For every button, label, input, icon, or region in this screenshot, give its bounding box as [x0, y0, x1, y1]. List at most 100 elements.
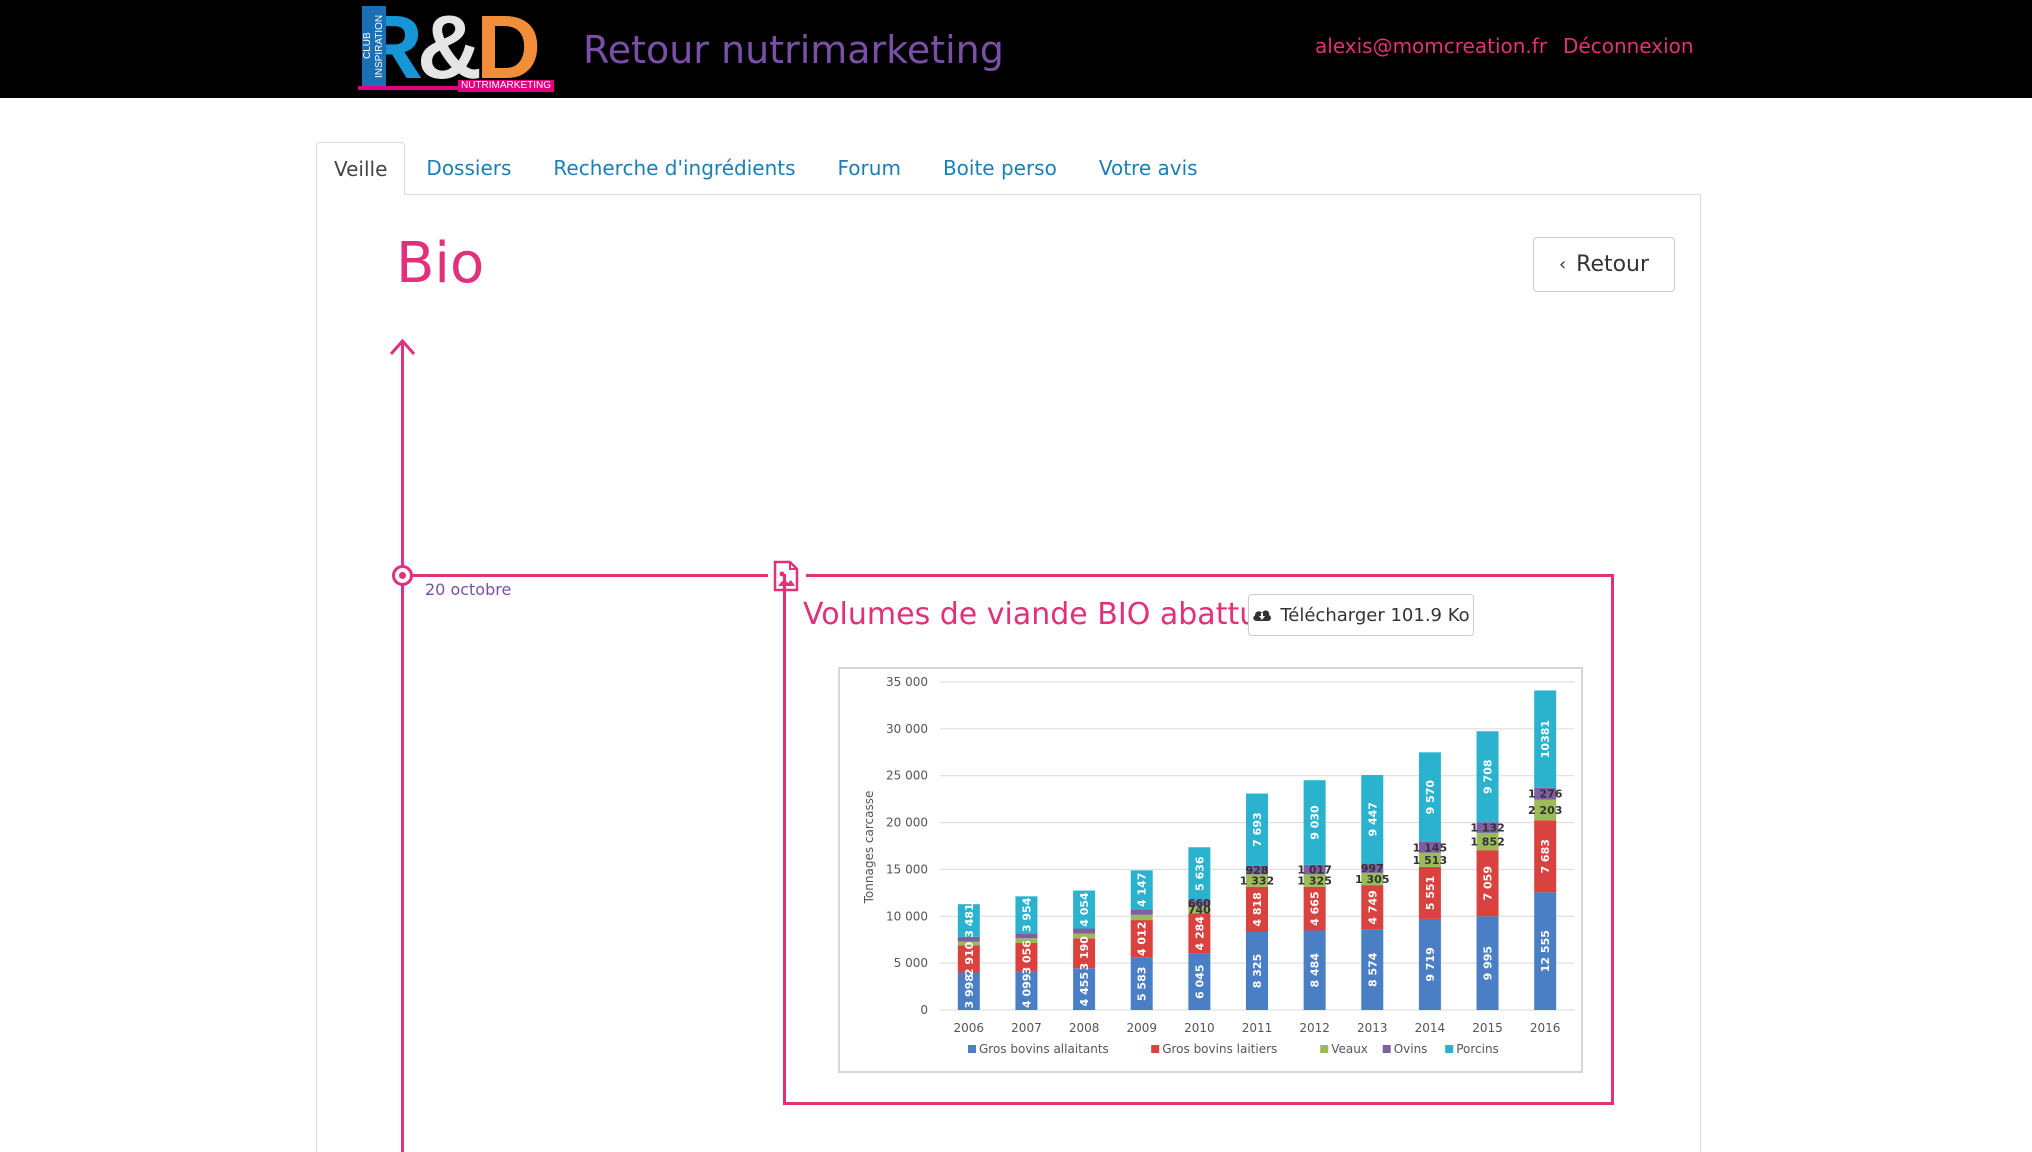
page-title: Bio — [396, 231, 485, 296]
bar-segment — [1188, 900, 1211, 907]
logo-mark: R&D — [358, 0, 541, 98]
tab-dossiers[interactable]: Dossiers — [426, 156, 512, 180]
y-tick-label: 5 000 — [894, 956, 928, 970]
data-label: 1 325 — [1297, 875, 1331, 888]
bar-segment — [1418, 752, 1441, 842]
main-tabs: Veille Dossiers Recherche d'ingrédients … — [316, 142, 1219, 195]
x-tick-label: 2014 — [1415, 1021, 1446, 1035]
bar-segment — [1418, 852, 1441, 867]
bar-segment — [1188, 847, 1211, 901]
tab-forum[interactable]: Forum — [837, 156, 901, 180]
y-tick-label: 10 000 — [886, 909, 928, 923]
tab-recherche-ingredients[interactable]: Recherche d'ingrédients — [553, 156, 796, 180]
data-label: 2 910 — [963, 941, 976, 976]
back-button[interactable]: ‹ Retour — [1533, 237, 1675, 292]
data-label: 1 513 — [1413, 854, 1447, 867]
data-label: 4 455 — [1078, 972, 1091, 1006]
bar-segment — [1534, 787, 1557, 800]
bar-segment — [1303, 930, 1326, 1010]
data-label: 4 147 — [1136, 873, 1149, 907]
tab-boite-perso[interactable]: Boite perso — [942, 156, 1057, 180]
card-title: Volumes de viande BIO abattue — [803, 597, 1277, 632]
y-tick-label: 0 — [920, 1003, 928, 1017]
bar-segment — [1246, 874, 1268, 887]
bar-segment — [1015, 942, 1038, 972]
data-label: 4 054 — [1078, 892, 1091, 927]
top-bar: R&D CLUB INSPIRATION NUTRIMARKETING Reto… — [0, 0, 2032, 98]
data-label: 3 954 — [1020, 897, 1033, 932]
y-tick-label: 20 000 — [886, 816, 928, 830]
bar-segment — [1476, 832, 1499, 851]
data-label: 5 583 — [1136, 967, 1149, 1001]
data-label: 8 574 — [1366, 952, 1379, 987]
timeline-connector — [412, 574, 768, 577]
data-label: 9 708 — [1482, 759, 1495, 793]
data-label: 4 099 — [1020, 974, 1033, 1008]
bar-segment — [957, 936, 980, 942]
bar-segment — [957, 904, 980, 937]
x-tick-label: 2016 — [1530, 1021, 1561, 1035]
bar-segment — [1303, 886, 1326, 931]
data-label: 1 852 — [1470, 836, 1504, 849]
data-label: 997 — [1361, 862, 1384, 875]
chart-image: 3 998 2 910 3 481 4 099 3 056 3 954 4 455 3 190… — [838, 667, 1583, 1073]
logo-underline — [358, 86, 554, 90]
data-label: 928 — [1246, 864, 1269, 877]
bar-segment — [1476, 850, 1499, 917]
data-label: 9 570 — [1424, 780, 1437, 815]
image-file-icon — [773, 560, 799, 592]
bar-segment — [1476, 916, 1499, 1010]
legend-entry: Porcins — [1456, 1042, 1499, 1056]
legend-entry: Gros bovins laitiers — [1162, 1042, 1277, 1056]
legend-entry: Gros bovins allaitants — [979, 1042, 1109, 1056]
data-label: 3 056 — [1020, 940, 1033, 975]
data-label: 8 484 — [1309, 953, 1322, 988]
data-label: 9 447 — [1366, 802, 1379, 836]
data-label: 12 555 — [1539, 930, 1552, 972]
data-label: 10381 — [1539, 720, 1552, 758]
bar-segment — [1246, 865, 1268, 875]
data-label: 4 665 — [1309, 891, 1322, 925]
x-tick-label: 2006 — [954, 1021, 985, 1035]
chevron-left-icon: ‹ — [1558, 254, 1567, 275]
legend-entry: Ovins — [1394, 1042, 1428, 1056]
download-button[interactable]: Télécharger 101.9 Ko — [1248, 594, 1474, 636]
logout-link[interactable]: Déconnexion — [1563, 34, 1694, 58]
data-label: 9 030 — [1309, 805, 1322, 840]
back-button-label: Retour — [1576, 252, 1650, 277]
data-label: 3 481 — [963, 903, 976, 937]
data-label: 7 059 — [1482, 866, 1495, 900]
bar-segment — [1361, 929, 1384, 1010]
data-label: 1 276 — [1528, 788, 1563, 801]
logo[interactable]: R&D CLUB INSPIRATION NUTRIMARKETING — [358, 2, 558, 94]
x-tick-label: 2010 — [1184, 1021, 1215, 1035]
bar-segment — [1361, 775, 1384, 864]
cloud-download-icon — [1253, 610, 1272, 621]
bar-segment — [1130, 957, 1153, 1010]
bar-segment — [1015, 933, 1038, 939]
timeline-date: 20 octobre — [425, 580, 512, 599]
data-label: 7 693 — [1251, 812, 1264, 846]
timeline-line — [401, 340, 404, 1152]
data-label: 5 551 — [1424, 876, 1437, 910]
bar-segment — [1015, 971, 1038, 1010]
tab-votre-avis[interactable]: Votre avis — [1098, 156, 1198, 180]
tab-veille[interactable]: Veille — [316, 142, 406, 195]
data-label: 9 719 — [1424, 947, 1437, 981]
bar-segment — [1303, 874, 1326, 887]
bar-segment — [957, 945, 980, 973]
bar-segment — [1246, 886, 1268, 932]
data-label: 3 998 — [963, 974, 976, 1008]
legend-swatch — [968, 1045, 976, 1053]
user-email-link[interactable]: alexis@momcreation.fr — [1315, 34, 1548, 58]
bar-segment — [1361, 885, 1384, 930]
bar-segment — [1188, 953, 1211, 1010]
x-tick-label: 2012 — [1299, 1021, 1330, 1035]
bar-segment — [1130, 920, 1153, 958]
bar-segment — [1418, 866, 1441, 919]
bar-segment — [1534, 892, 1557, 1010]
bar-segment — [1015, 938, 1038, 943]
bar-segment — [1015, 896, 1038, 934]
y-tick-label: 30 000 — [886, 722, 928, 736]
